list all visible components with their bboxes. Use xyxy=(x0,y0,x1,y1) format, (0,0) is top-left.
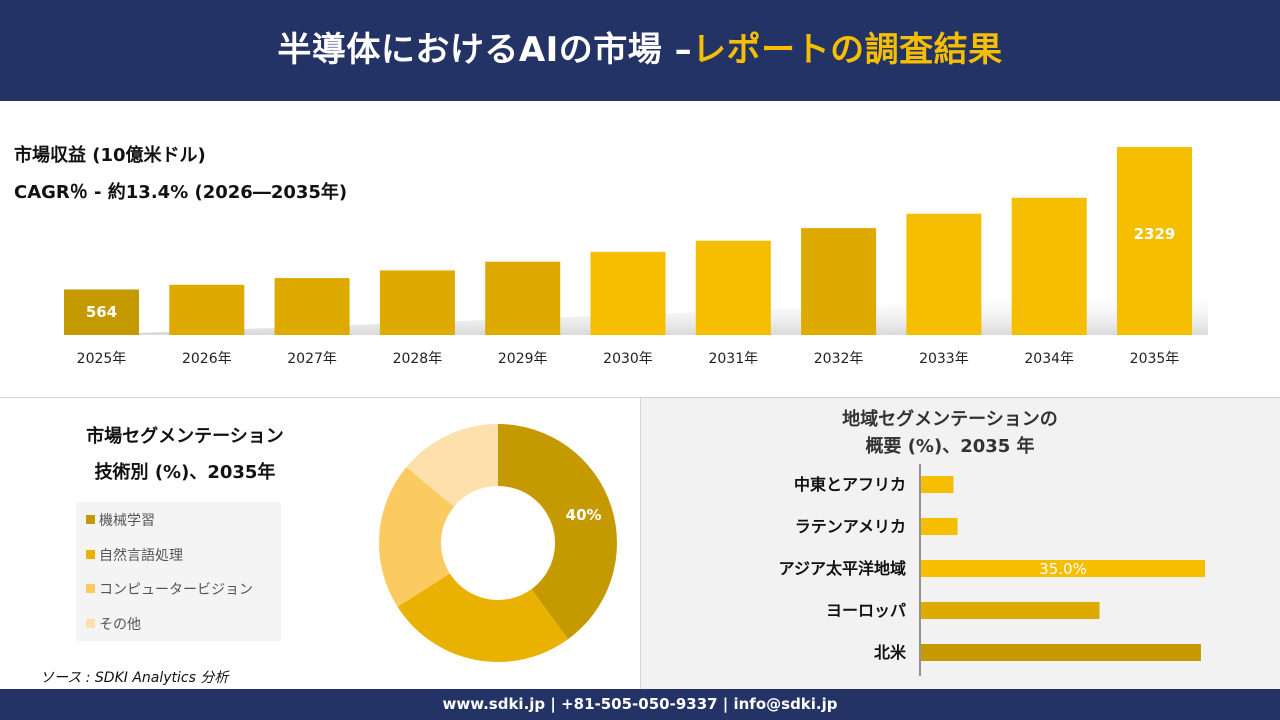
donut-slice xyxy=(406,424,498,507)
legend-swatch-other xyxy=(86,619,95,628)
revenue-bar xyxy=(1117,147,1192,335)
bar-value-label: 564 xyxy=(86,303,117,321)
x-tick-label: 2030年 xyxy=(603,351,653,367)
region-title-line1: 地域セグメンテーションの xyxy=(842,409,1058,430)
region-segment-panel xyxy=(641,398,1280,689)
revenue-bar xyxy=(801,228,877,335)
x-tick-label: 2035年 xyxy=(1130,351,1180,367)
donut-slice xyxy=(498,424,617,640)
region-category-label: ラテンアメリカ xyxy=(795,517,906,536)
x-tick-label: 2033年 xyxy=(919,351,969,367)
revenue-bar xyxy=(485,261,561,335)
contact-footer: www.sdki.jp | +81-505-050-9337 | info@sd… xyxy=(0,689,1280,720)
x-tick-label: 2026年 xyxy=(182,351,232,367)
title-main: 半導体におけるAIの市場 – xyxy=(277,30,693,70)
legend-swatch-cv xyxy=(86,584,95,593)
region-bar xyxy=(921,644,1201,661)
revenue-bar xyxy=(64,289,139,335)
donut-slice xyxy=(379,467,455,607)
region-bar xyxy=(921,476,954,493)
revenue-label: 市場収益 (10億米ドル) xyxy=(14,145,206,166)
report-title: 半導体におけるAIの市場 –レポートの調査結果 xyxy=(0,22,1280,71)
x-tick-label: 2034年 xyxy=(1024,351,1074,367)
region-category-label: 中東とアフリカ xyxy=(794,475,906,494)
segment-title-line2: 技術別 (%)、2035年 xyxy=(94,462,276,483)
segment-title-line1: 市場セグメンテーション xyxy=(86,426,284,447)
revenue-bar xyxy=(1011,197,1087,335)
legend-label-cv: コンピュータービジョン xyxy=(99,582,253,598)
donut-slice xyxy=(397,573,568,662)
horizontal-divider xyxy=(0,397,1280,398)
legend-label-other: その他 xyxy=(99,617,141,633)
source-note: ソース : SDKI Analytics 分析 xyxy=(40,670,229,686)
legend-item-cv: コンピュータービジョン xyxy=(86,579,253,599)
region-bar xyxy=(921,518,958,535)
vertical-divider xyxy=(640,398,641,689)
x-tick-label: 2029年 xyxy=(498,351,548,367)
legend-item-ml: 機械学習 xyxy=(86,510,155,530)
report-header: 半導体におけるAIの市場 –レポートの調査結果 xyxy=(0,0,1280,101)
revenue-bar xyxy=(274,278,350,335)
x-tick-label: 2031年 xyxy=(708,351,758,367)
revenue-bar-chart: 2025年 564 2026年 2027年 2028年 2029年 2030年 2031年 20… xyxy=(64,147,1208,367)
legend-item-nlp: 自然言語処理 xyxy=(86,545,183,565)
footer-contact: www.sdki.jp | +81-505-050-9337 | info@sd… xyxy=(442,695,838,713)
revenue-bar xyxy=(590,251,666,335)
revenue-bar xyxy=(379,270,455,335)
legend-label-nlp: 自然言語処理 xyxy=(99,548,183,564)
region-category-label: 北米 xyxy=(874,643,907,662)
technology-donut-chart: 40% xyxy=(379,424,617,662)
region-title-line2: 概要 (%)、2035 年 xyxy=(865,436,1035,457)
region-category-label: ヨーロッパ xyxy=(826,601,906,620)
bar-value-label: 2329 xyxy=(1134,225,1176,243)
region-category-label: アジア太平洋地域 xyxy=(779,559,906,578)
legend-swatch-ml xyxy=(86,515,95,524)
revenue-bar xyxy=(695,240,771,335)
cagr-label: CAGR％ - 約13.4% (2026―2035年) xyxy=(14,182,348,203)
x-tick-label: 2032年 xyxy=(814,351,864,367)
x-tick-label: 2027年 xyxy=(287,351,337,367)
x-tick-label: 2025年 xyxy=(77,351,127,367)
revenue-bar xyxy=(169,284,245,335)
legend-label-ml: 機械学習 xyxy=(99,513,155,529)
title-accent: レポートの調査結果 xyxy=(692,30,1003,70)
segment-legend: 機械学習 自然言語処理 コンピュータービジョン その他 xyxy=(76,502,281,641)
donut-slice-label: 40% xyxy=(566,506,602,524)
legend-swatch-nlp xyxy=(86,550,95,559)
legend-item-other: その他 xyxy=(86,614,141,634)
x-tick-label: 2028年 xyxy=(393,351,443,367)
region-bar xyxy=(921,560,1205,577)
region-bar xyxy=(921,602,1100,619)
revenue-bar xyxy=(906,213,982,335)
region-bar-value-label: 35.0% xyxy=(1039,560,1087,578)
